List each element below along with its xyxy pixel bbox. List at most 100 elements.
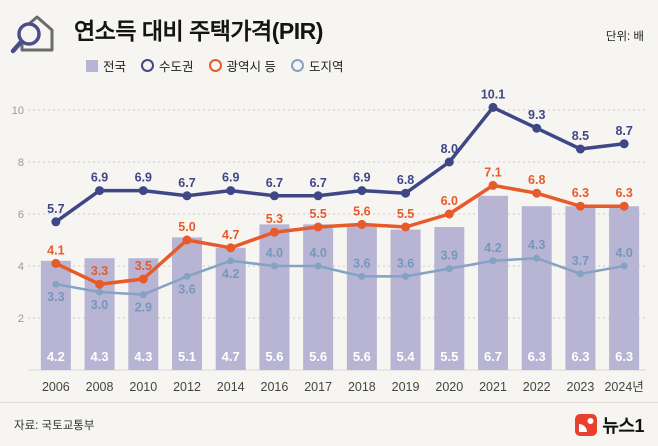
marker-metro: [488, 180, 498, 190]
value-label-province: 2.9: [135, 301, 152, 315]
marker-capital: [182, 191, 192, 201]
value-label-metro: 5.5: [309, 207, 326, 221]
value-label-metro: 7.1: [484, 165, 501, 179]
value-label-capital: 6.7: [178, 176, 195, 190]
value-label-metro: 6.8: [528, 173, 545, 187]
value-label-metro: 4.7: [222, 228, 239, 242]
y-axis-tick: 4: [18, 261, 24, 273]
legend-label: 광역시 등: [226, 60, 277, 74]
marker-province: [314, 262, 322, 270]
marker-metro: [575, 201, 585, 211]
marker-province: [402, 272, 410, 280]
bar-2021: [478, 195, 508, 370]
value-label-metro: 5.6: [353, 204, 370, 218]
value-label-capital: 6.9: [222, 171, 239, 185]
legend-item-province: 도지역: [291, 56, 344, 75]
marker-province: [533, 254, 541, 262]
bar-value-label: 5.1: [178, 349, 196, 364]
bar-value-label: 4.3: [134, 349, 152, 364]
bar-2018: [346, 224, 377, 370]
value-label-capital: 6.9: [135, 171, 152, 185]
house-icon: [20, 15, 54, 52]
x-axis-label: 2023: [567, 380, 595, 394]
marker-capital: [138, 186, 148, 196]
marker-metro: [357, 219, 367, 229]
y-axis-tick: 8: [18, 157, 24, 169]
bar-value-label: 6.7: [484, 349, 502, 364]
legend-square-icon: [86, 59, 98, 72]
value-label-metro: 6.3: [615, 186, 632, 200]
marker-metro: [95, 279, 105, 289]
x-axis-label: 2024년: [604, 380, 643, 394]
value-label-capital: 8.0: [441, 142, 458, 156]
value-label-province: 3.0: [91, 298, 108, 312]
x-axis-label: 2020: [435, 380, 463, 394]
legend-circle-icon: [291, 59, 305, 72]
marker-capital: [313, 191, 323, 201]
news1-logo: 뉴스1: [575, 412, 644, 438]
marker-capital: [51, 217, 61, 227]
value-label-metro: 3.5: [135, 259, 152, 273]
bar-value-label: 6.3: [615, 349, 633, 364]
marker-capital: [532, 123, 542, 133]
marker-province: [270, 262, 278, 270]
x-axis-label: 2019: [392, 380, 420, 394]
marker-metro: [138, 274, 148, 284]
house-magnifier-logo: [8, 8, 66, 58]
y-axis-tick: 2: [18, 313, 24, 325]
marker-capital: [444, 157, 454, 167]
marker-metro: [532, 188, 542, 198]
bar-value-label: 6.3: [528, 349, 546, 364]
value-label-capital: 5.7: [47, 202, 64, 216]
bar-value-label: 4.2: [47, 349, 65, 364]
marker-province: [620, 262, 628, 270]
value-label-capital: 6.8: [397, 173, 414, 187]
value-label-capital: 6.7: [266, 176, 283, 190]
marker-capital: [575, 144, 585, 154]
value-label-province: 3.3: [47, 290, 64, 304]
value-label-province: 3.7: [572, 254, 589, 268]
value-label-province: 4.0: [615, 246, 632, 260]
value-label-metro: 5.3: [266, 212, 283, 226]
value-label-metro: 5.5: [397, 207, 414, 221]
value-label-province: 3.9: [441, 249, 458, 263]
bar-value-label: 5.6: [265, 349, 283, 364]
marker-capital: [488, 102, 498, 112]
news1-mark-icon: [575, 413, 598, 436]
marker-capital: [619, 139, 629, 149]
legend-label: 도지역: [309, 60, 344, 74]
value-label-province: 3.6: [178, 282, 195, 296]
bar-value-label: 5.6: [309, 349, 327, 364]
marker-province: [358, 272, 366, 280]
legend: 전국 수도권 광역시 등 도지역: [86, 56, 344, 75]
marker-metro: [51, 258, 61, 268]
legend-label: 전국: [103, 60, 127, 74]
marker-metro: [226, 243, 236, 253]
x-axis-label: 2016: [261, 380, 289, 394]
value-label-province: 3.6: [397, 256, 414, 270]
marker-province: [52, 280, 60, 288]
value-label-capital: 6.9: [353, 171, 370, 185]
bar-2024년: [609, 206, 640, 370]
bar-2019: [390, 229, 421, 370]
line-province: [54, 256, 626, 296]
bar-2006: [40, 260, 71, 370]
legend-label: 수도권: [159, 60, 194, 74]
value-label-capital: 10.1: [481, 88, 505, 101]
line-metro: [54, 183, 626, 286]
value-label-capital: 6.7: [309, 176, 326, 190]
value-label-metro: 4.1: [47, 243, 64, 257]
footer: 자료: 국토교통부 뉴스1: [0, 402, 658, 446]
value-label-metro: 6.3: [572, 186, 589, 200]
bar-2017: [303, 224, 334, 370]
magnifier-handle-icon: [10, 39, 24, 54]
bar-2014: [215, 247, 246, 370]
marker-province: [96, 288, 104, 296]
x-axis-label: 2018: [348, 380, 376, 394]
legend-circle-icon: [208, 59, 222, 72]
legend-circle-icon: [141, 59, 155, 72]
x-axis-label: 2012: [173, 380, 201, 394]
value-label-province: 4.0: [266, 246, 283, 260]
value-label-province: 4.3: [528, 238, 545, 252]
x-axis-label: 2008: [86, 380, 114, 394]
